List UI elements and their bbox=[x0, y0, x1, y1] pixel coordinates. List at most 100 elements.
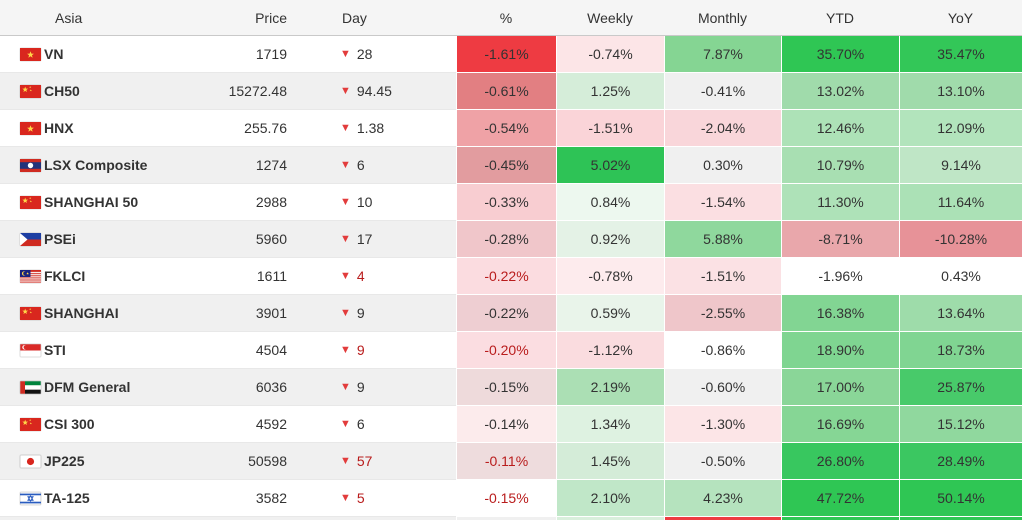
ytd-cell: -1.96% bbox=[781, 258, 899, 295]
weekly-cell: 0.84% bbox=[556, 184, 664, 221]
weekly-value: 2.10% bbox=[590, 490, 631, 506]
flag-cell bbox=[0, 110, 44, 147]
pct-cell: -0.45% bbox=[456, 147, 556, 184]
pct-value: -0.33% bbox=[484, 194, 529, 210]
column-header-weekly[interactable]: Weekly bbox=[587, 9, 633, 26]
index-row[interactable]: DFM General 6036 ▼ 9 -0.15% 2.19% -0.60% 17.00%… bbox=[0, 369, 1022, 406]
column-header-yoy[interactable]: YoY bbox=[947, 9, 974, 26]
down-triangle-icon: ▼ bbox=[340, 158, 351, 171]
monthly-cell: -1.54% bbox=[664, 184, 781, 221]
ytd-cell: 16.38% bbox=[781, 295, 899, 332]
index-name[interactable]: PSEi bbox=[44, 231, 76, 247]
pct-value: -0.15% bbox=[484, 490, 529, 506]
index-name[interactable]: STI bbox=[44, 342, 66, 358]
yoy-cell: 15.12% bbox=[899, 406, 1022, 443]
weekly-value: 0.84% bbox=[590, 194, 631, 210]
index-name[interactable]: LSX Composite bbox=[44, 157, 148, 173]
column-header-price[interactable]: Price bbox=[255, 9, 287, 26]
ytd-cell: 18.90% bbox=[781, 332, 899, 369]
index-row[interactable]: TA-125 3582 ▼ 5 -0.15% 2.10% 4.23% 47.72% 50.14% bbox=[0, 480, 1022, 517]
day-change-cell: ▼ 94.45 bbox=[290, 73, 456, 110]
down-triangle-icon: ▼ bbox=[340, 380, 351, 393]
price-value: 5960 bbox=[255, 231, 287, 247]
down-triangle-icon: ▼ bbox=[340, 195, 351, 208]
index-row[interactable]: HNX 255.76 ▼ 1.38 -0.54% -1.51% -2.04% 12.46% 12… bbox=[0, 110, 1022, 147]
ytd-cell: -8.71% bbox=[781, 221, 899, 258]
index-name[interactable]: HNX bbox=[44, 120, 74, 136]
index-row[interactable]: CH50 15272.48 ▼ 94.45 -0.61% 1.25% -0.41% 13.02… bbox=[0, 73, 1022, 110]
day-change-cell: ▼ 10 bbox=[290, 184, 456, 221]
yoy-cell: 25.87% bbox=[899, 369, 1022, 406]
price-cell: 15272.48 bbox=[190, 73, 290, 110]
pct-value: -0.11% bbox=[484, 453, 529, 469]
weekly-cell: 2.10% bbox=[556, 480, 664, 517]
price-value: 4592 bbox=[255, 416, 287, 432]
flag-china-icon bbox=[20, 306, 41, 320]
day-change-cell: ▼ 4 bbox=[290, 258, 456, 295]
ytd-value: 35.70% bbox=[816, 46, 865, 62]
day-change-cell: ▼ 9 bbox=[290, 332, 456, 369]
yoy-value: 15.12% bbox=[937, 416, 985, 432]
index-name[interactable]: SHANGHAI bbox=[44, 305, 119, 321]
day-change-value: 1.38 bbox=[356, 120, 385, 136]
monthly-cell: 5.88% bbox=[664, 221, 781, 258]
flag-philippines-icon bbox=[20, 232, 41, 246]
monthly-value: 5.88% bbox=[703, 231, 743, 247]
index-row[interactable]: FKLCI 1611 ▼ 4 -0.22% -0.78% -1.51% -1.96% 0.43% bbox=[0, 258, 1022, 295]
column-header-ytd[interactable]: YTD bbox=[826, 9, 854, 26]
monthly-cell: 7.87% bbox=[664, 36, 781, 73]
yoy-value: 28.49% bbox=[937, 453, 985, 469]
yoy-cell: 35.47% bbox=[899, 36, 1022, 73]
price-value: 6036 bbox=[255, 379, 287, 395]
index-name[interactable]: TA-125 bbox=[44, 490, 90, 506]
monthly-cell: -2.04% bbox=[664, 110, 781, 147]
ytd-cell bbox=[781, 517, 899, 520]
price-value: 2988 bbox=[255, 194, 287, 210]
pct-value: -0.20% bbox=[484, 342, 529, 358]
index-row[interactable]: LSX Composite 1274 ▼ 6 -0.45% 5.02% 0.30% 10.79… bbox=[0, 147, 1022, 184]
pct-value: -0.22% bbox=[484, 268, 529, 284]
price-value: 3901 bbox=[255, 305, 287, 321]
monthly-cell: -0.86% bbox=[664, 332, 781, 369]
yoy-value: 50.14% bbox=[937, 490, 985, 506]
index-name[interactable]: SHANGHAI 50 bbox=[44, 194, 139, 210]
flag-china-icon bbox=[20, 195, 41, 209]
price-value: 4504 bbox=[255, 342, 287, 358]
index-row[interactable]: PSEi 5960 ▼ 17 -0.28% 0.92% 5.88% -8.71% -10.28% bbox=[0, 221, 1022, 258]
partial-next-row[interactable] bbox=[0, 517, 1022, 520]
index-name-cell: SHANGHAI bbox=[44, 295, 190, 332]
day-change-cell: ▼ 9 bbox=[290, 369, 456, 406]
ytd-value: 47.72% bbox=[816, 490, 865, 506]
price-cell: 50598 bbox=[190, 443, 290, 480]
monthly-cell: -0.50% bbox=[664, 443, 781, 480]
ytd-cell: 47.72% bbox=[781, 480, 899, 517]
day-change-cell: ▼ 9 bbox=[290, 295, 456, 332]
weekly-value: -1.51% bbox=[588, 120, 633, 136]
index-row[interactable]: JP225 50598 ▼ 57 -0.11% 1.45% -0.50% 26.80% 28.4… bbox=[0, 443, 1022, 480]
column-header-day[interactable]: Day bbox=[342, 9, 367, 26]
price-cell: 1611 bbox=[190, 258, 290, 295]
pct-value: -0.15% bbox=[484, 379, 529, 395]
flag-cell bbox=[0, 480, 44, 517]
index-name[interactable]: CH50 bbox=[44, 83, 80, 99]
flag-vietnam-icon bbox=[20, 47, 41, 61]
index-name[interactable]: CSI 300 bbox=[44, 416, 95, 432]
index-name[interactable]: JP225 bbox=[44, 453, 85, 469]
flag-china-icon bbox=[20, 417, 41, 431]
index-row[interactable]: SHANGHAI 50 2988 ▼ 10 -0.33% 0.84% -1.54% 11.30… bbox=[0, 184, 1022, 221]
column-header-monthly[interactable]: Monthly bbox=[697, 9, 748, 26]
index-row[interactable]: SHANGHAI 3901 ▼ 9 -0.22% 0.59% -2.55% 16.38% 13.… bbox=[0, 295, 1022, 332]
index-name[interactable]: VN bbox=[44, 46, 64, 62]
flag-cell bbox=[0, 406, 44, 443]
column-header-pct[interactable]: % bbox=[499, 9, 513, 26]
column-header-asia[interactable]: Asia bbox=[55, 9, 83, 26]
down-triangle-icon: ▼ bbox=[340, 343, 351, 356]
index-row[interactable]: VN 1719 ▼ 28 -1.61% -0.74% 7.87% 35.70% 35.47% bbox=[0, 36, 1022, 73]
index-row[interactable]: CSI 300 4592 ▼ 6 -0.14% 1.34% -1.30% 16.69% 15.1… bbox=[0, 406, 1022, 443]
index-row[interactable]: STI 4504 ▼ 9 -0.20% -1.12% -0.86% 18.90% 18.73% bbox=[0, 332, 1022, 369]
yoy-value: 13.64% bbox=[937, 305, 985, 321]
index-name-cell: CH50 bbox=[44, 73, 190, 110]
index-name[interactable]: DFM General bbox=[44, 379, 131, 395]
index-name[interactable]: FKLCI bbox=[44, 268, 86, 284]
weekly-cell: 1.34% bbox=[556, 406, 664, 443]
